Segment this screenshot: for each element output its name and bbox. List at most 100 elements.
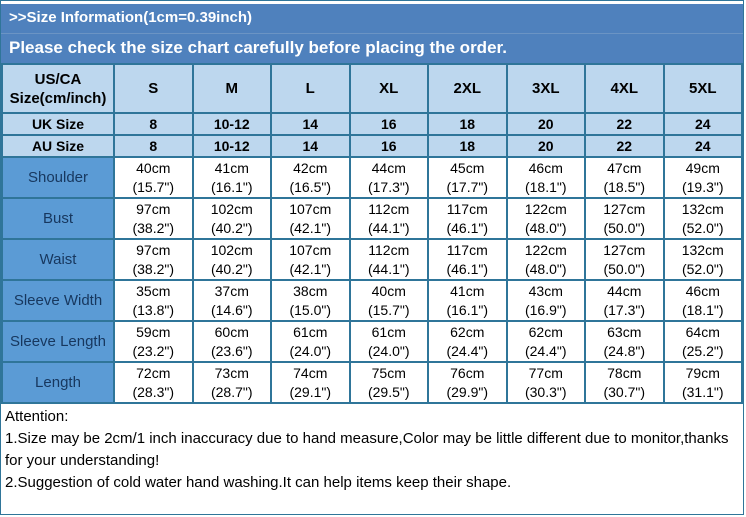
region-size-value: 22 [584,134,665,158]
region-size-label: UK Size [1,112,115,136]
measurement-cm: 132cm [681,200,724,217]
measurement-cm: 37cm [214,282,249,299]
measurement-cm: 62cm [528,323,563,340]
measurement-value-cell: 117cm (46.1") [427,238,508,281]
measurement-value-cell: 41cm (16.1") [427,279,508,322]
measurement-value-cell: 97cm (38.2") [113,197,194,240]
measurement-inch: (48.0") [524,219,567,236]
measurement-value-cell: 41cm (16.1") [191,156,272,199]
measurement-inch: (15.7") [132,178,175,195]
measurement-inch: (42.1") [289,260,332,277]
measurement-value-cell: 76cm (29.9") [427,361,508,404]
region-size-value: 8 [113,134,194,158]
region-size-value: 10-12 [191,134,272,158]
measurement-value-cell: 117cm (46.1") [427,197,508,240]
attention-heading: Attention: [5,408,69,425]
attention-note-2: 2.Suggestion of cold water hand washing.… [5,474,512,491]
measurement-cm: 41cm [214,159,249,176]
region-size-value: 22 [584,112,665,136]
measurement-value-cell: 122cm (48.0") [505,238,586,281]
measurement-inch: (15.7") [367,301,410,318]
measurement-cm: 122cm [524,200,567,217]
measurement-value-cell: 47cm (18.5") [584,156,665,199]
measurement-cm: 74cm [293,364,328,381]
measurement-cm: 64cm [685,323,720,340]
measurement-row: Sleeve Length 59cm (23.2") 60cm (23.6") 61cm (… [1,320,743,363]
measurement-value-cell: 78cm (30.7") [584,361,665,404]
attention-note-1: 1.Size may be 2cm/1 inch inaccuracy due … [5,430,729,469]
measurement-inch: (50.0") [603,219,646,236]
measurement-value-cell: 46cm (18.1") [662,279,743,322]
measurement-inch: (23.2") [132,342,175,359]
region-size-value: 14 [270,134,351,158]
measurement-inch: (24.0") [289,342,332,359]
measurement-inch: (50.0") [603,260,646,277]
measurement-cm: 46cm [528,159,563,176]
size-column-header: XL [348,63,429,114]
measurement-cm: 72cm [136,364,171,381]
measurement-inch: (17.3") [367,178,410,195]
measurement-inch: (52.0") [681,260,724,277]
measurement-inch: (24.0") [367,342,410,359]
measurement-cm: 38cm [293,282,328,299]
measurement-inch: (23.6") [210,342,253,359]
measurement-cm: 102cm [210,200,253,217]
measurement-value-cell: 45cm (17.7") [427,156,508,199]
measurement-value-cell: 44cm (17.3") [584,279,665,322]
measurement-cm: 42cm [293,159,328,176]
region-size-value: 16 [348,112,429,136]
measurement-cm: 40cm [136,159,171,176]
measurement-cm: 35cm [136,282,171,299]
measurement-inch: (46.1") [446,260,489,277]
measurement-value-cell: 112cm (44.1") [348,197,429,240]
measurement-value-cell: 122cm (48.0") [505,197,586,240]
measurement-row: Waist 97cm (38.2") 102cm (40.2") 107cm (42.1")… [1,238,743,281]
measurement-value-cell: 46cm (18.1") [505,156,586,199]
measurement-label: Sleeve Length [1,320,115,363]
measurement-cm: 73cm [214,364,249,381]
measurement-cm: 40cm [371,282,406,299]
size-header-row: US/CA Size(cm/inch) S M L XL 2XL 3XL 4XL 5XL [1,63,743,114]
measurement-value-cell: 77cm (30.3") [505,361,586,404]
measurement-value-cell: 79cm (31.1") [662,361,743,404]
measurement-row: Sleeve Width 35cm (13.8") 37cm (14.6") 38cm (1… [1,279,743,322]
measurement-cm: 97cm [136,200,171,217]
measurement-cm: 102cm [210,241,253,258]
size-chart-body: UK Size 8 10-12 14 16 18 20 22 24 AU Size 8 10-12 14… [1,112,743,404]
measurement-value-cell: 49cm (19.3") [662,156,743,199]
measurement-value-cell: 97cm (38.2") [113,238,194,281]
measurement-inch: (14.6") [210,301,253,318]
measurement-inch: (13.8") [132,301,175,318]
measurement-value-cell: 72cm (28.3") [113,361,194,404]
region-size-value: 20 [505,112,586,136]
measurement-cm: 60cm [214,323,249,340]
measurement-cm: 117cm [446,200,488,217]
measurement-cm: 76cm [450,364,485,381]
measurement-value-cell: 37cm (14.6") [191,279,272,322]
measurement-inch: (29.1") [289,383,332,400]
measurement-cm: 112cm [368,200,410,217]
measurement-inch: (18.1") [524,178,567,195]
measurement-value-cell: 43cm (16.9") [505,279,586,322]
measurement-value-cell: 127cm (50.0") [584,197,665,240]
measurement-inch: (29.5") [367,383,410,400]
measurement-value-cell: 127cm (50.0") [584,238,665,281]
measurement-cm: 107cm [289,241,332,258]
measurement-value-cell: 132cm (52.0") [662,197,743,240]
measurement-inch: (28.7") [210,383,253,400]
measurement-value-cell: 62cm (24.4") [427,320,508,363]
measurement-inch: (29.9") [446,383,489,400]
measurement-inch: (52.0") [681,219,724,236]
measurement-label: Waist [1,238,115,281]
measurement-value-cell: 61cm (24.0") [348,320,429,363]
measurement-value-cell: 107cm (42.1") [270,238,351,281]
measurement-value-cell: 62cm (24.4") [505,320,586,363]
size-column-header: 4XL [584,63,665,114]
size-chart-table: US/CA Size(cm/inch) S M L XL 2XL 3XL 4XL 5XL UK… [1,63,743,404]
measurement-cm: 46cm [685,282,720,299]
measurement-inch: (24.4") [524,342,567,359]
measurement-value-cell: 59cm (23.2") [113,320,194,363]
size-column-header: 2XL [427,63,508,114]
measurement-inch: (38.2") [132,219,175,236]
